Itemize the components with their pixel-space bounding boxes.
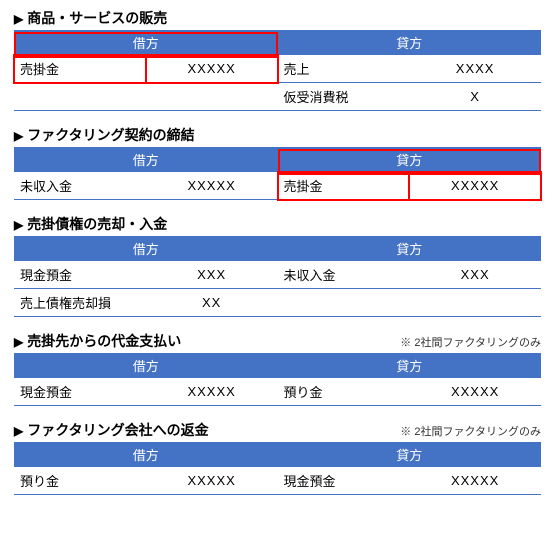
debit-header: 借方 — [14, 236, 278, 261]
credit-account-cell: 現金預金 — [278, 467, 410, 495]
credit-amount-cell — [409, 289, 541, 317]
journal-table: 借方貸方現金預金XXX未収入金XXX売上債権売却損XX — [14, 236, 541, 317]
section-header: ▶ 売掛先からの代金支払い ※ 2社間ファクタリングのみ — [14, 331, 541, 351]
credit-account-cell: 預り金 — [278, 378, 410, 406]
section-title-text: 売掛先からの代金支払い — [27, 333, 181, 349]
credit-header: 貸方 — [278, 30, 542, 55]
triangle-icon: ▶ — [14, 335, 23, 349]
section-title: ▶ ファクタリング契約の締結 — [14, 125, 195, 145]
debit-amount-cell: XXXXX — [146, 378, 278, 406]
journal-entry-doc: ▶商品・サービスの販売借方貸方売掛金XXXXX売上XXXX仮受消費税X▶ファクタ… — [14, 8, 541, 495]
debit-account-cell: 預り金 — [14, 467, 146, 495]
debit-header: 借方 — [14, 353, 278, 378]
journal-section: ▶売掛債権の売却・入金借方貸方現金預金XXX未収入金XXX売上債権売却損XX — [14, 214, 541, 317]
section-header: ▶ ファクタリング契約の締結 — [14, 125, 541, 145]
journal-section: ▶商品・サービスの販売借方貸方売掛金XXXXX売上XXXX仮受消費税X — [14, 8, 541, 111]
credit-header: 貸方 — [278, 147, 542, 172]
journal-table: 借方貸方現金預金XXXXX預り金XXXXX — [14, 353, 541, 406]
credit-header: 貸方 — [278, 353, 542, 378]
triangle-icon: ▶ — [14, 424, 23, 438]
debit-header: 借方 — [14, 442, 278, 467]
section-title: ▶ 商品・サービスの販売 — [14, 8, 167, 28]
debit-account-cell — [14, 83, 146, 111]
credit-header: 貸方 — [278, 442, 542, 467]
credit-amount-cell: XXX — [409, 261, 541, 289]
debit-account-cell: 現金預金 — [14, 378, 146, 406]
credit-amount-cell: XXXX — [409, 55, 541, 83]
debit-header: 借方 — [14, 30, 278, 55]
table-row: 仮受消費税X — [14, 83, 541, 111]
credit-amount-cell: XXXXX — [409, 172, 541, 200]
table-row: 売上債権売却損XX — [14, 289, 541, 317]
journal-table: 借方貸方預り金XXXXX現金預金XXXXX — [14, 442, 541, 495]
journal-table: 借方貸方未収入金XXXXX売掛金XXXXX — [14, 147, 541, 200]
table-row: 預り金XXXXX現金預金XXXXX — [14, 467, 541, 495]
debit-amount-cell: XXX — [146, 261, 278, 289]
credit-amount-cell: X — [409, 83, 541, 111]
credit-account-cell: 仮受消費税 — [278, 83, 410, 111]
section-header: ▶ 商品・サービスの販売 — [14, 8, 541, 28]
section-header: ▶ ファクタリング会社への返金 ※ 2社間ファクタリングのみ — [14, 420, 541, 440]
section-note: ※ 2社間ファクタリングのみ — [400, 423, 541, 439]
table-row: 売掛金XXXXX売上XXXX — [14, 55, 541, 83]
triangle-icon: ▶ — [14, 218, 23, 232]
section-title-text: 売掛債権の売却・入金 — [27, 216, 167, 232]
debit-amount-cell: XX — [146, 289, 278, 317]
section-title: ▶ 売掛先からの代金支払い — [14, 331, 181, 351]
journal-section: ▶ファクタリング契約の締結借方貸方未収入金XXXXX売掛金XXXXX — [14, 125, 541, 200]
debit-amount-cell: XXXXX — [146, 172, 278, 200]
credit-header: 貸方 — [278, 236, 542, 261]
section-title-text: ファクタリング契約の締結 — [27, 127, 194, 143]
section-title-text: 商品・サービスの販売 — [27, 10, 167, 26]
section-title: ▶ 売掛債権の売却・入金 — [14, 214, 167, 234]
journal-section: ▶ファクタリング会社への返金※ 2社間ファクタリングのみ借方貸方預り金XXXXX… — [14, 420, 541, 495]
credit-account-cell: 未収入金 — [278, 261, 410, 289]
table-row: 未収入金XXXXX売掛金XXXXX — [14, 172, 541, 200]
section-note: ※ 2社間ファクタリングのみ — [400, 334, 541, 350]
section-title-text: ファクタリング会社への返金 — [27, 422, 208, 438]
triangle-icon: ▶ — [14, 129, 23, 143]
debit-amount-cell: XXXXX — [146, 55, 278, 83]
debit-amount-cell: XXXXX — [146, 467, 278, 495]
debit-amount-cell — [146, 83, 278, 111]
credit-amount-cell: XXXXX — [409, 378, 541, 406]
triangle-icon: ▶ — [14, 12, 23, 26]
journal-section: ▶売掛先からの代金支払い※ 2社間ファクタリングのみ借方貸方現金預金XXXXX預… — [14, 331, 541, 406]
credit-account-cell — [278, 289, 410, 317]
section-title: ▶ ファクタリング会社への返金 — [14, 420, 209, 440]
debit-header: 借方 — [14, 147, 278, 172]
debit-account-cell: 未収入金 — [14, 172, 146, 200]
debit-account-cell: 売掛金 — [14, 55, 146, 83]
table-row: 現金預金XXXXX預り金XXXXX — [14, 378, 541, 406]
table-row: 現金預金XXX未収入金XXX — [14, 261, 541, 289]
credit-account-cell: 売上 — [278, 55, 410, 83]
credit-account-cell: 売掛金 — [278, 172, 410, 200]
debit-account-cell: 現金預金 — [14, 261, 146, 289]
debit-account-cell: 売上債権売却損 — [14, 289, 146, 317]
credit-amount-cell: XXXXX — [409, 467, 541, 495]
journal-table: 借方貸方売掛金XXXXX売上XXXX仮受消費税X — [14, 30, 541, 111]
section-header: ▶ 売掛債権の売却・入金 — [14, 214, 541, 234]
